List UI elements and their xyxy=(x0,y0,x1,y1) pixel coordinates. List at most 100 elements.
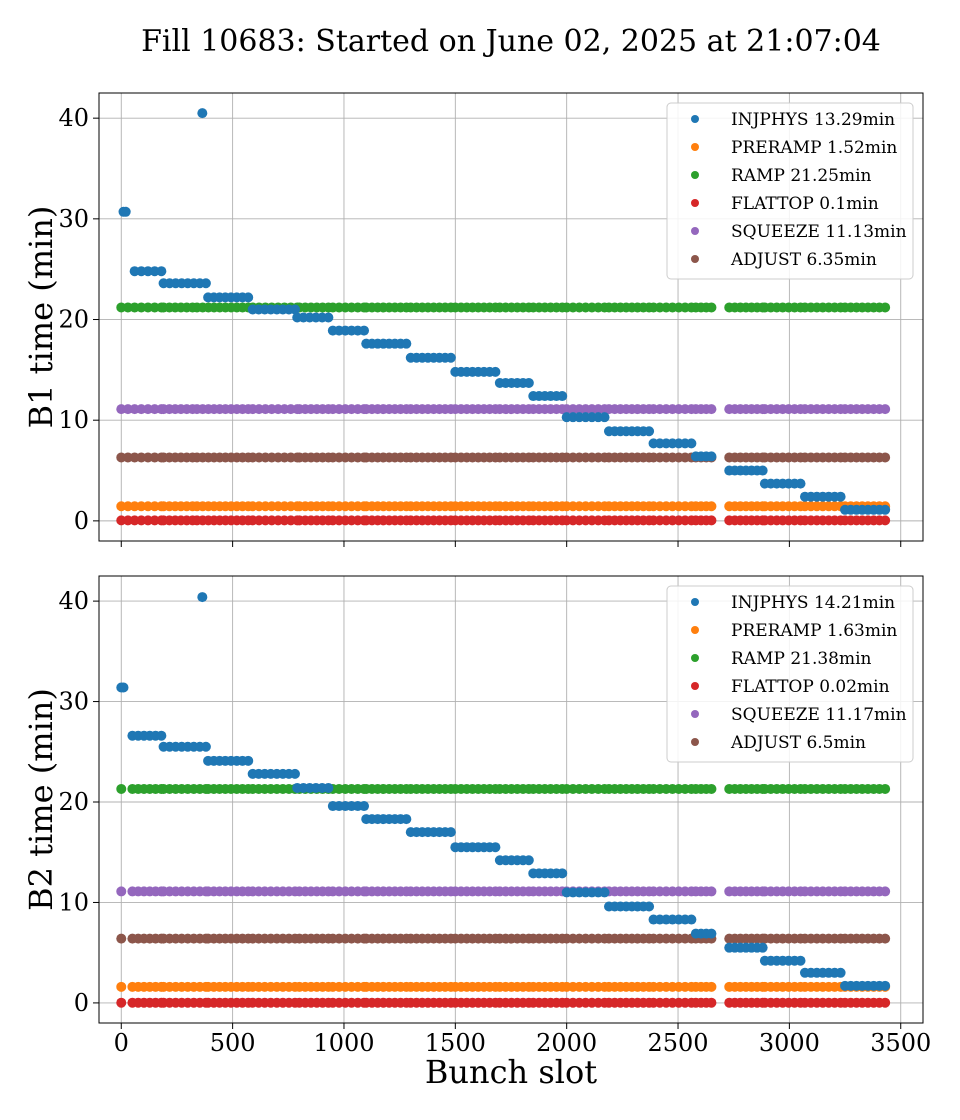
panel1-y-tick-label: 20 xyxy=(58,306,89,334)
panel2-x-tick-label: 3500 xyxy=(870,1029,931,1057)
panel2-flattop-point xyxy=(116,997,127,1008)
panel2-x-tick-label: 1500 xyxy=(425,1029,486,1057)
panel2-injphys-point xyxy=(644,901,655,912)
panel2-legend: INJPHYS 14.21min PRERAMP 1.63min RAMP 21.3… xyxy=(666,585,914,763)
panel1-legend-marker-injphys xyxy=(691,115,699,123)
panel1-legend-marker-preramp xyxy=(691,143,699,151)
panel2-legend-marker-ramp xyxy=(691,654,699,662)
panel1-legend-entry-flattop: FLATTOP 0.1min xyxy=(731,194,879,214)
panel2-flattop-point xyxy=(706,997,717,1008)
panel2-injphys-point xyxy=(401,814,412,825)
panel2-injphys-point xyxy=(706,928,717,939)
panel2-x-tick-label: 2000 xyxy=(536,1029,597,1057)
panel1-y-tick-label: 10 xyxy=(58,406,89,434)
panel2-y-tick-label: 10 xyxy=(58,888,89,916)
panel1-injphys-point xyxy=(706,451,717,462)
b2-time-panel: 0 500 1000 1500 2000 2500 3000 3500 0 10 20 30 40 B2 … xyxy=(22,575,931,1091)
panel2-legend-entry-preramp: PRERAMP 1.63min xyxy=(731,621,897,641)
panel2-legend-entry-adjust: ADJUST 6.5min xyxy=(730,733,866,753)
panel1-legend-entry-adjust: ADJUST 6.35min xyxy=(730,250,877,270)
panel1-preramp-point xyxy=(706,501,717,512)
panel2-y-tick-label: 40 xyxy=(58,587,89,615)
panel2-injphys-point xyxy=(686,914,697,925)
panel2-squeeze-point xyxy=(880,886,891,897)
panel1-legend-marker-ramp xyxy=(691,171,699,179)
panel1-injphys-point xyxy=(120,206,131,217)
panel2-flattop-point xyxy=(880,997,891,1008)
panel1-y-axis-label: B1 time (min) xyxy=(22,206,60,429)
panel2-y-axis-label: B2 time (min) xyxy=(22,688,60,911)
panel1-injphys-point xyxy=(523,377,534,388)
b1-time-panel: 0 10 20 30 40 B1 time (min) INJPHYS 13.29min PR… xyxy=(22,92,924,547)
panel1-legend-entry-ramp: RAMP 21.25min xyxy=(731,166,872,186)
panel1-legend-marker-adjust xyxy=(691,255,699,263)
panel1-injphys-point xyxy=(599,412,610,423)
panel1-injphys-point xyxy=(197,108,208,119)
panel1-legend-marker-flattop xyxy=(691,199,699,207)
panel1-y-tick-label: 30 xyxy=(58,205,89,233)
panel2-ramp-point xyxy=(880,783,891,794)
panel2-legend-entry-squeeze: SQUEEZE 11.17min xyxy=(731,705,907,725)
panel2-injphys-point xyxy=(243,755,254,766)
panel1-injphys-point xyxy=(644,426,655,437)
panel2-data-points xyxy=(116,592,891,1008)
panel1-injphys-point xyxy=(359,325,370,336)
panel1-injphys-point xyxy=(243,292,254,303)
panel1-squeeze-point xyxy=(880,404,891,415)
panel2-y-tick-label: 20 xyxy=(58,788,89,816)
panel2-squeeze-point xyxy=(116,886,127,897)
panel1-injphys-point xyxy=(835,491,846,502)
panel1-injphys-point xyxy=(289,304,300,315)
panel2-injphys-point xyxy=(757,942,768,953)
panel1-injphys-point xyxy=(490,366,501,377)
panel1-flattop-point xyxy=(880,515,891,526)
panel2-x-tick-label: 0 xyxy=(114,1029,129,1057)
panel2-injphys-point xyxy=(599,887,610,898)
panel1-data-points xyxy=(116,108,891,526)
panel1-injphys-point xyxy=(156,266,167,277)
panel2-injphys-point xyxy=(880,980,891,991)
panel2-injphys-point xyxy=(557,868,568,879)
panel2-legend-marker-preramp xyxy=(691,626,699,634)
panel2-injphys-point xyxy=(359,801,370,812)
panel1-injphys-point xyxy=(200,278,211,289)
panel1-injphys-point xyxy=(686,438,697,449)
panel1-legend-entry-squeeze: SQUEEZE 11.13min xyxy=(731,222,907,242)
panel2-squeeze-point xyxy=(706,886,717,897)
panel2-x-tick-label: 1000 xyxy=(313,1029,374,1057)
panel2-x-axis-label: Bunch slot xyxy=(425,1053,597,1091)
panel2-injphys-point xyxy=(523,855,534,866)
panel1-y-tick-label: 40 xyxy=(58,104,89,132)
panel2-y-tick-label: 0 xyxy=(74,989,89,1017)
panel1-injphys-point xyxy=(880,504,891,515)
panel1-injphys-point xyxy=(795,478,806,489)
panel2-legend-marker-injphys xyxy=(691,598,699,606)
panel2-legend-entry-ramp: RAMP 21.38min xyxy=(731,649,872,669)
panel1-injphys-point xyxy=(757,465,768,476)
panel2-legend-marker-squeeze xyxy=(691,710,699,718)
panel2-adjust-point xyxy=(116,933,127,944)
panel2-x-tick-label: 2500 xyxy=(647,1029,708,1057)
panel2-legend-box xyxy=(666,585,914,763)
panel2-injphys-point xyxy=(795,955,806,966)
panel2-injphys-point xyxy=(197,592,208,603)
panel2-adjust-point xyxy=(880,933,891,944)
panel1-adjust-point xyxy=(880,452,891,463)
panel2-injphys-point xyxy=(156,730,167,741)
panel1-legend-entry-injphys: INJPHYS 13.29min xyxy=(731,110,895,130)
panel1-legend: INJPHYS 13.29min PRERAMP 1.52min RAMP 21.2… xyxy=(666,102,914,280)
panel2-legend-entry-flattop: FLATTOP 0.02min xyxy=(731,677,890,697)
panel1-axes-frame xyxy=(98,92,924,542)
panel2-legend-entry-injphys: INJPHYS 14.21min xyxy=(731,593,895,613)
panel2-x-tick-label: 3000 xyxy=(759,1029,820,1057)
panel2-injphys-point xyxy=(200,741,211,752)
panel2-y-tick-label: 30 xyxy=(58,688,89,716)
panel1-ramp-point xyxy=(880,302,891,313)
panel2-injphys-point xyxy=(289,768,300,779)
panel1-injphys-point xyxy=(401,338,412,349)
panel2-ramp-point xyxy=(116,783,127,794)
panel1-flattop-point xyxy=(706,515,717,526)
panel2-injphys-point xyxy=(323,782,334,793)
panel1-injphys-point xyxy=(445,352,456,363)
